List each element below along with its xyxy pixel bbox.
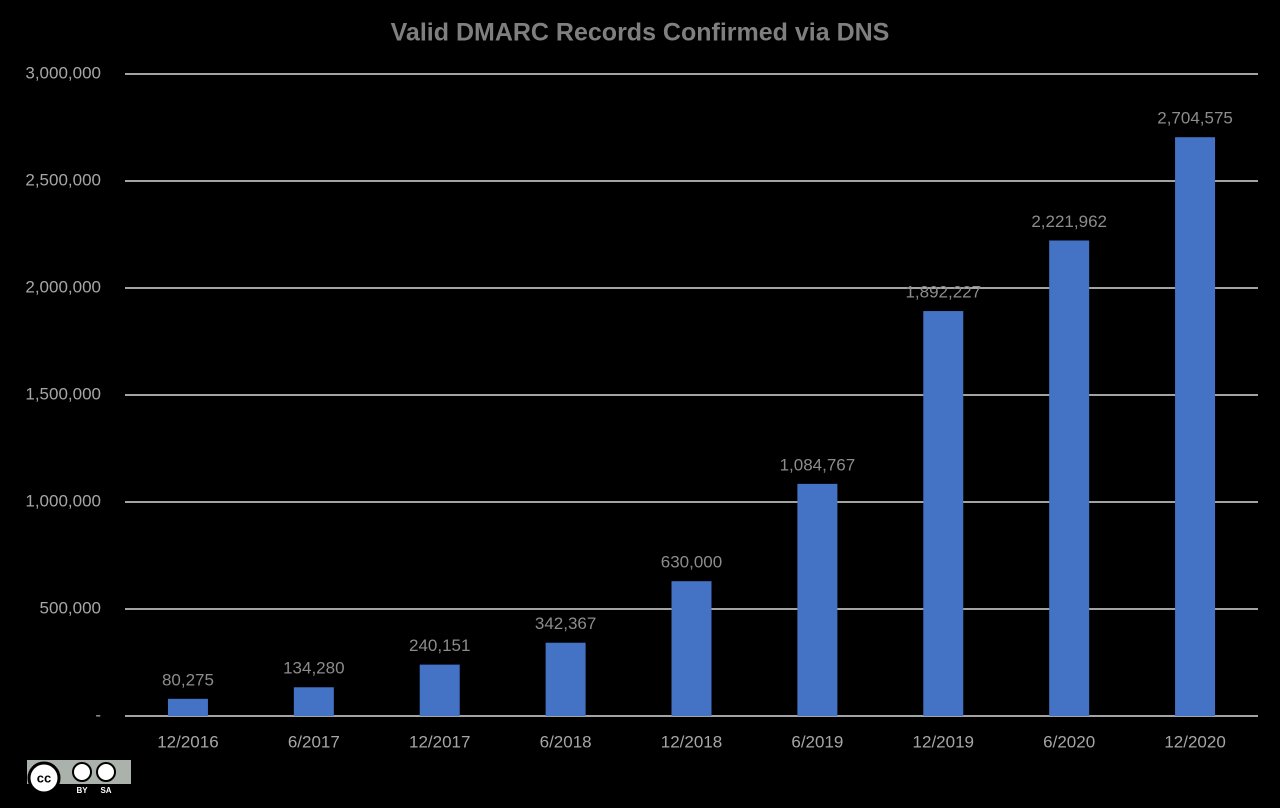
data-label: 2,704,575 xyxy=(1157,109,1233,128)
x-tick-label: 12/2018 xyxy=(661,732,722,751)
y-tick-label: 2,500,000 xyxy=(25,170,101,189)
by-icon xyxy=(72,762,92,782)
data-label: 1,892,227 xyxy=(905,283,981,302)
x-tick-label: 12/2020 xyxy=(1164,732,1225,751)
x-tick-label: 12/2016 xyxy=(157,732,218,751)
cc-text: cc xyxy=(37,770,51,785)
bar xyxy=(419,664,460,716)
bar xyxy=(797,483,838,716)
by-text: BY xyxy=(76,786,88,795)
data-label: 80,275 xyxy=(162,670,214,689)
y-tick-label: 500,000 xyxy=(40,598,101,617)
x-tick-label: 6/2018 xyxy=(540,732,592,751)
sa-icon xyxy=(96,762,116,782)
data-label: 240,151 xyxy=(409,636,470,655)
data-label: 630,000 xyxy=(661,553,722,572)
x-tick-label: 12/2017 xyxy=(409,732,470,751)
x-tick-label: 6/2017 xyxy=(288,732,340,751)
bar xyxy=(1049,240,1090,717)
x-tick-label: 12/2019 xyxy=(913,732,974,751)
sa-text: SA xyxy=(100,786,111,795)
data-label: 342,367 xyxy=(535,614,596,633)
bar xyxy=(545,642,586,716)
license-badge: cc BY SA xyxy=(26,759,132,797)
y-tick-label: 3,000,000 xyxy=(25,63,101,82)
data-label: 134,280 xyxy=(283,659,344,678)
bar xyxy=(923,311,964,716)
bar xyxy=(293,687,334,716)
x-tick-label: 6/2020 xyxy=(1043,732,1095,751)
data-label: 2,221,962 xyxy=(1031,212,1107,231)
data-label: 1,084,767 xyxy=(780,455,856,474)
y-tick-label: 2,000,000 xyxy=(25,277,101,296)
y-tick-label: 1,000,000 xyxy=(25,491,101,510)
x-tick-label: 6/2019 xyxy=(791,732,843,751)
y-tick-label: - xyxy=(95,705,101,724)
bar xyxy=(1175,137,1216,716)
cc-circle xyxy=(27,761,61,795)
bar xyxy=(167,698,208,716)
y-tick-label: 1,500,000 xyxy=(25,384,101,403)
bar xyxy=(671,581,712,716)
chart-title: Valid DMARC Records Confirmed via DNS xyxy=(391,19,890,47)
